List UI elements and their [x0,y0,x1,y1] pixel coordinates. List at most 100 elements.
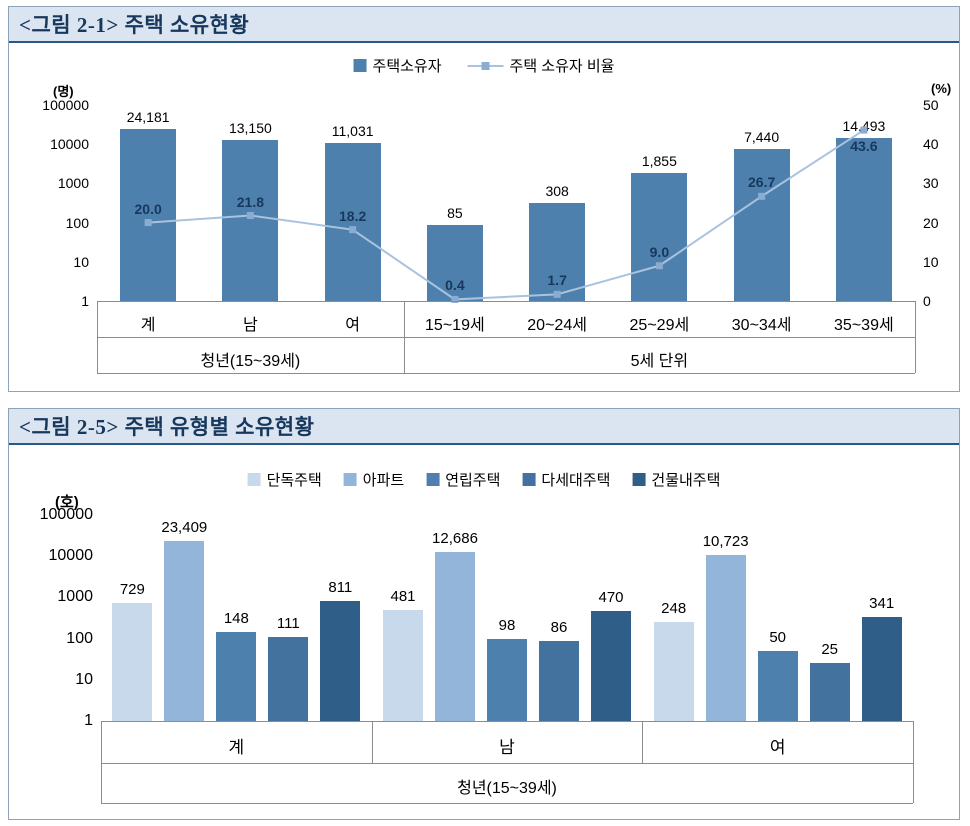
axis-edge-right [915,301,916,373]
bar-value-label: 25 [821,641,838,659]
category-divider-line [97,337,915,338]
owner-count-bar [120,129,177,301]
rate-value-label: 43.6 [850,138,878,155]
bar-value-label: 248 [661,600,687,618]
y-axis-tick: 100 [65,214,89,231]
right-axis-unit: (%) [931,81,952,96]
line-marker [246,212,254,220]
y2-axis-tick: 30 [923,175,939,192]
y-axis-tick: 100000 [42,97,89,113]
rate-value-label: 18.2 [339,207,367,224]
bar-value-label: 10,723 [702,532,749,550]
axis-edge-right [913,721,914,803]
bar-value-label: 13,150 [228,119,272,136]
y2-axis-tick: 50 [923,97,939,113]
type-bar [112,603,153,721]
bar-value-label: 1,855 [641,152,677,169]
legend-item: 단독주택 [247,469,322,490]
owner-count-bar [222,139,279,301]
legend-label: 아파트 [362,472,405,489]
bar-value-label: 308 [545,183,569,200]
category-label: 계 [140,317,156,334]
chart-legend: 단독주택 아파트 연립주택 다세대주택 건물내주택 [247,469,720,490]
line-marker [451,295,459,303]
rate-value-label: 20.0 [134,200,162,217]
category-label: 여 [345,317,360,334]
bar-value-label: 86 [550,619,568,637]
line-marker [758,192,766,200]
owner-count-bar [733,149,790,301]
series-swatch [426,473,440,486]
category-label: 30~34세 [731,317,792,334]
bar-series-swatch [353,59,367,72]
line-series-swatch [467,60,504,72]
type-bar [861,616,902,721]
left-axis-unit: (호) [55,494,79,511]
group-bottom-line [97,373,915,374]
y-axis-tick: 10000 [48,547,94,565]
type-bar [653,622,694,721]
figure-2-5-panel: <그림 2-5> 주택 유형별 소유현황 단독주택 아파트 연립주택 다세대주택 건물내… [8,408,960,820]
category-label: 남 [499,738,515,757]
y-axis-tick: 1000 [57,588,93,606]
category-divider-line [101,763,913,764]
owner-count-bar [529,203,586,301]
bar-value-label: 341 [869,594,895,612]
axis-edge-left [97,301,98,373]
owner-count-bar [426,225,483,301]
owner-count-bar [324,142,381,301]
category-label: 20~24세 [527,317,587,334]
rate-value-label: 1.7 [547,272,567,289]
y-axis-tick: 10000 [50,136,89,153]
legend-item: 연립주택 [426,469,500,490]
y-axis-tick: 100 [66,629,93,647]
group-bottom-line [101,803,913,804]
series-swatch [632,473,646,486]
legend-label: 다세대주택 [541,472,611,489]
bar-value-label: 85 [447,205,463,222]
legend-label: 단독주택 [266,472,322,489]
category-label: 15~19세 [425,317,485,334]
figure-2-5-chart: 단독주택 아파트 연립주택 다세대주택 건물내주택 (호) 100000 10000 1000 1… [9,445,959,817]
line-marker [349,226,357,234]
legend-item: 아파트 [343,469,405,490]
bar-value-label: 12,686 [432,529,478,547]
owner-count-bar [835,137,892,301]
y-axis-tick: 10 [75,670,93,688]
type-bar [435,551,475,721]
type-bar [591,610,631,721]
x-axis-line [101,721,913,722]
series-swatch [522,473,536,486]
type-bar [268,636,309,721]
line-marker [860,126,868,134]
type-bar [320,601,361,721]
legend-label: 주택소유자 [372,58,442,75]
type-bar [705,554,746,721]
legend-item-owners: 주택소유자 [353,55,442,76]
legend-label: 주택 소유자 비율 [509,58,615,75]
legend-label: 연립주택 [445,472,501,489]
bar-value-label: 50 [769,629,786,646]
line-marker [655,262,663,270]
rate-value-label: 26.7 [748,174,776,191]
y2-axis-tick: 20 [923,214,939,231]
bar-value-label: 14,493 [842,117,886,134]
owner-count-bar [631,172,688,301]
axis-edge-left [101,721,102,803]
category-label: 계 [228,738,245,757]
bar-value-label: 11,031 [331,122,374,139]
figure-2-1-panel: <그림 2-1> 주택 소유현황 주택소유자 주택 소유자 비율 (명) (%) 100… [8,6,960,392]
bar-value-label: 481 [390,588,416,606]
category-label: 여 [769,738,786,757]
legend-item-rate: 주택 소유자 비율 [467,55,615,76]
category-label: 남 [243,317,258,334]
bar-value-label: 470 [598,588,624,606]
category-separator [642,721,644,763]
group-label-youth: 청년(15~39세) [200,353,301,370]
line-swatch-marker [481,61,490,70]
bar-value-label: 111 [276,614,300,632]
y2-axis-tick: 0 [923,293,931,309]
figure-2-1-chart: 주택소유자 주택 소유자 비율 (명) (%) 100000 10000 1000 100 10… [9,43,959,389]
chart-legend: 주택소유자 주택 소유자 비율 [353,55,615,76]
